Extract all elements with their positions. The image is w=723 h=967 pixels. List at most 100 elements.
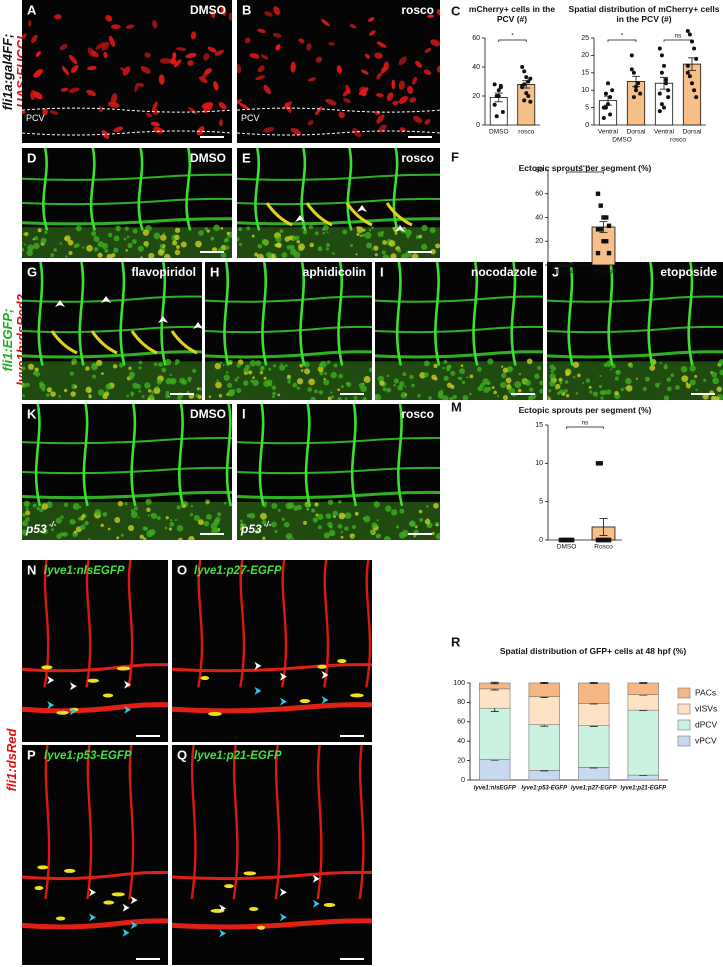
vessel	[299, 262, 306, 366]
arrowhead	[395, 225, 405, 232]
nucleus	[423, 69, 432, 76]
cell	[62, 531, 68, 537]
nucleus	[367, 17, 375, 22]
nucleus	[49, 110, 59, 115]
significance-label: *	[511, 33, 514, 40]
nucleus	[257, 28, 266, 34]
nucleus	[376, 41, 387, 48]
panel-letter: D	[27, 150, 36, 165]
ectopic-sprout	[90, 330, 118, 355]
vessel	[254, 148, 261, 231]
vessel	[392, 148, 399, 231]
cell	[689, 379, 696, 386]
arrowhead	[279, 888, 287, 897]
vessel	[127, 560, 134, 688]
cell	[564, 380, 569, 384]
cell	[190, 504, 194, 508]
vessel	[225, 404, 232, 507]
cell	[125, 249, 128, 252]
y-tick-label: 10	[535, 460, 543, 467]
data-point	[694, 95, 699, 100]
nucleus	[237, 63, 242, 74]
cell	[719, 369, 723, 376]
data-point	[595, 250, 601, 256]
cell	[505, 377, 512, 384]
cell	[292, 537, 295, 540]
cell	[56, 533, 62, 539]
data-point	[567, 537, 572, 543]
cell	[666, 386, 672, 392]
nucleus	[328, 42, 335, 46]
cell	[337, 523, 343, 529]
data-point	[666, 88, 671, 93]
cell	[371, 226, 374, 230]
nucleus	[374, 52, 383, 59]
nucleus	[22, 110, 26, 114]
cell	[22, 366, 26, 371]
pcv-outline	[22, 130, 232, 136]
cell	[614, 376, 619, 381]
cell	[32, 371, 37, 376]
cell	[598, 385, 603, 389]
cell	[483, 386, 490, 393]
nucleus	[159, 58, 172, 64]
cell	[216, 379, 219, 382]
nucleus	[391, 79, 396, 90]
cell	[443, 375, 449, 382]
cell	[270, 521, 277, 528]
cell	[534, 373, 540, 379]
bar-segment	[578, 703, 610, 726]
vessel	[547, 350, 723, 359]
cell	[417, 394, 421, 398]
cell	[449, 397, 454, 400]
cell	[293, 505, 299, 511]
cell	[203, 520, 210, 527]
y-tick-label: 5	[585, 104, 589, 111]
cell	[585, 378, 591, 383]
x-tick-label: Ventral	[598, 129, 619, 136]
cell	[317, 525, 322, 530]
panel-letter: O	[177, 562, 187, 577]
significance-bracket	[663, 39, 693, 42]
significance-bracket	[498, 39, 527, 42]
panel-caption: rosco	[401, 151, 434, 165]
x-tick-label: lyve1:p27-EGFP	[571, 786, 618, 792]
arrowhead	[69, 682, 77, 691]
y-tick-label: 0	[539, 262, 543, 269]
cell	[399, 381, 405, 387]
cell	[238, 227, 243, 232]
cell	[694, 374, 698, 378]
nucleus	[152, 20, 158, 29]
cell	[268, 367, 272, 371]
vessel	[237, 466, 440, 475]
cell	[259, 370, 264, 375]
nucleus	[424, 47, 432, 53]
cell	[304, 368, 311, 375]
nucleus	[257, 65, 265, 73]
nucleus	[145, 112, 153, 118]
nucleus	[361, 69, 369, 75]
cell	[199, 387, 202, 391]
cell	[81, 246, 85, 249]
data-point	[604, 537, 609, 543]
cell	[238, 242, 243, 247]
cell	[206, 501, 209, 504]
micrograph	[375, 262, 543, 400]
cell	[22, 394, 26, 397]
cell	[111, 253, 116, 258]
cell	[236, 363, 241, 368]
cell	[124, 226, 129, 231]
gfp-cell	[337, 659, 347, 664]
cell	[25, 510, 31, 516]
cell	[642, 386, 647, 392]
cell	[88, 390, 92, 393]
bar	[517, 84, 536, 126]
bar-segment	[627, 694, 659, 711]
cell	[382, 240, 387, 245]
cell	[114, 517, 121, 523]
cell	[27, 244, 34, 252]
x-tick-label: rosco	[518, 129, 534, 136]
vessel	[22, 918, 168, 930]
y-tick-label: 80	[457, 699, 465, 706]
cell	[344, 526, 349, 531]
